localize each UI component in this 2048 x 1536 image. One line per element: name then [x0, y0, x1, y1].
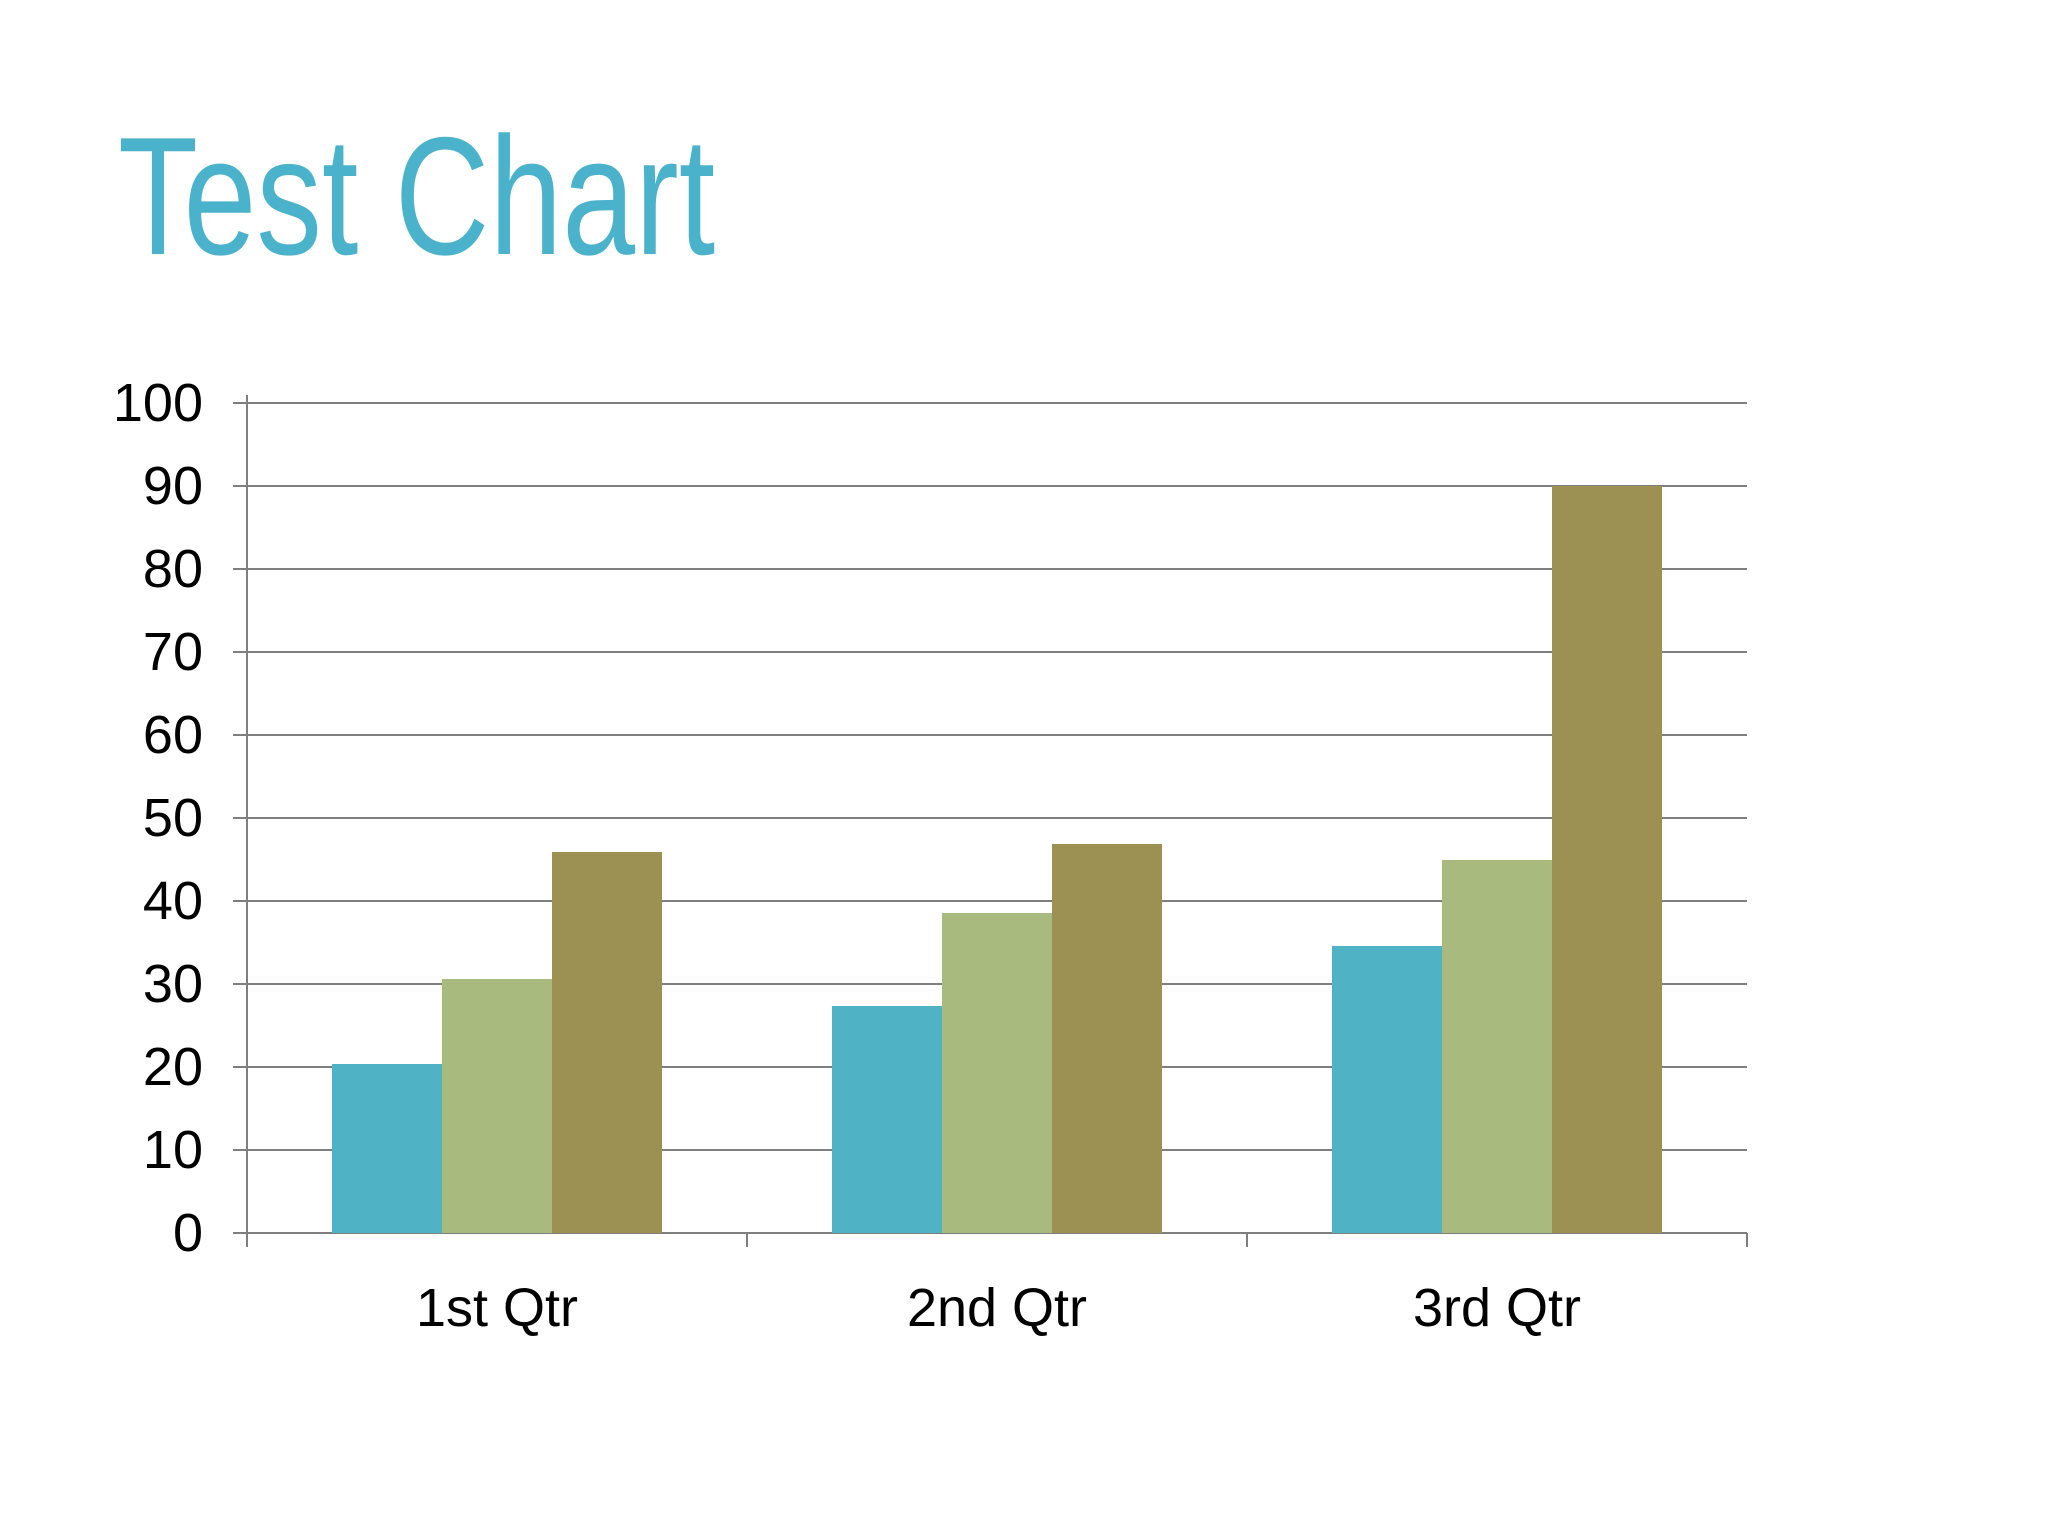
gridline	[233, 568, 1747, 570]
gridline	[233, 900, 1747, 902]
y-axis-label: 40	[142, 871, 203, 931]
bar	[832, 1005, 942, 1233]
x-axis-label: 1st Qtr	[415, 1278, 579, 1338]
y-axis-label: 60	[142, 705, 203, 765]
bar	[1052, 843, 1162, 1233]
x-axis-label: 3rd Qtr	[1412, 1278, 1582, 1338]
y-axis-label: 10	[142, 1120, 203, 1180]
y-axis-label: 90	[142, 456, 203, 516]
y-axis-label: 50	[142, 788, 203, 848]
bar	[552, 852, 662, 1233]
gridline	[233, 485, 1747, 487]
bar	[442, 979, 552, 1233]
x-axis-tick	[246, 1233, 248, 1247]
bar	[1332, 945, 1442, 1233]
gridline	[233, 1232, 1747, 1234]
x-axis-tick	[1746, 1233, 1748, 1247]
bar	[942, 912, 1052, 1233]
y-axis-label: 100	[112, 373, 203, 433]
gridline	[233, 734, 1747, 736]
y-axis-label: 30	[142, 954, 203, 1014]
gridline	[233, 651, 1747, 653]
gridline	[233, 402, 1747, 404]
y-axis-label: 20	[142, 1037, 203, 1097]
bar	[1552, 486, 1662, 1233]
bar	[332, 1063, 442, 1233]
chart-title: Test Chart	[118, 102, 716, 290]
x-axis-label: 2nd Qtr	[906, 1278, 1088, 1338]
y-axis-label: 80	[142, 539, 203, 599]
x-axis-tick	[1246, 1233, 1248, 1247]
bar	[1442, 859, 1552, 1233]
y-axis-line	[246, 395, 248, 1247]
x-axis-tick	[746, 1233, 748, 1247]
y-axis-label: 70	[142, 622, 203, 682]
gridline	[233, 817, 1747, 819]
y-axis-label: 0	[172, 1203, 203, 1263]
